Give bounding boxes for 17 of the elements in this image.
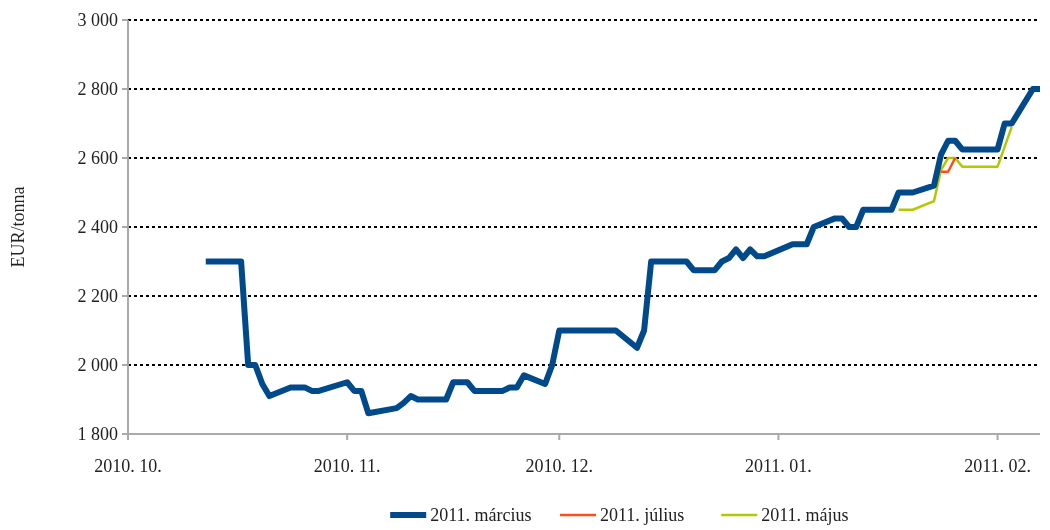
y-tick-label: 2 200 <box>77 286 118 307</box>
legend-label: 2011. március <box>430 505 532 526</box>
x-tick-label: 2010. 10. <box>94 456 162 476</box>
y-tick-label: 2 600 <box>77 148 118 169</box>
x-tick-label: 2010. 11. <box>313 456 381 476</box>
x-tick-label: 2011. 02. <box>964 456 1031 476</box>
x-tick-label: 2011. 01. <box>745 456 812 476</box>
legend-label: 2011. július <box>600 505 685 526</box>
y-tick-label: 3 000 <box>77 10 118 31</box>
line-series <box>897 125 1013 211</box>
y-tick-label: 2 400 <box>77 217 118 238</box>
legend-label: 2011. május <box>761 505 849 526</box>
x-tick-label: 2010. 12. <box>525 456 594 476</box>
y-axis-title: EUR/tonna <box>8 186 28 268</box>
y-tick-label: 1 800 <box>77 424 118 445</box>
y-tick-label: 2 000 <box>77 355 118 376</box>
y-tick-label: 2 800 <box>77 79 118 100</box>
